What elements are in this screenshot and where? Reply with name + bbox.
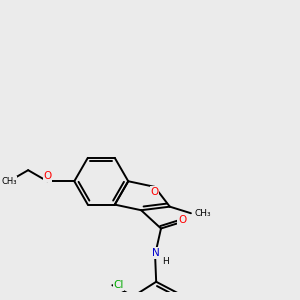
Text: O: O — [178, 215, 186, 225]
Text: CH₃: CH₃ — [194, 209, 211, 218]
Text: O: O — [43, 171, 51, 182]
Text: O: O — [151, 187, 159, 197]
Text: CH₃: CH₃ — [1, 177, 17, 186]
Text: N: N — [152, 248, 160, 258]
Text: Cl: Cl — [113, 280, 124, 290]
Text: H: H — [162, 257, 168, 266]
